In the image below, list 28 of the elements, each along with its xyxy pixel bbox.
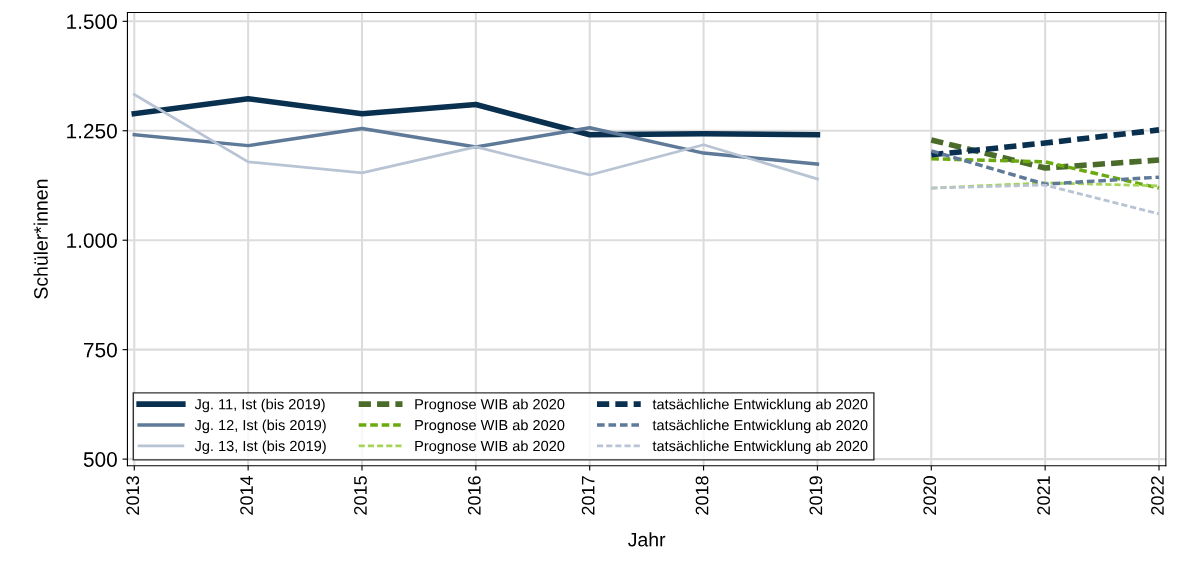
y-tick-label: 750 [84, 342, 117, 358]
legend-label: tatsächliche Entwicklung ab 2020 [652, 398, 868, 413]
legend-label: Jg. 12, Ist (bis 2019) [194, 419, 326, 434]
legend-label: Prognose WIB ab 2020 [415, 398, 565, 413]
x-tick-label: 2022 [1151, 476, 1164, 515]
legend-label: Prognose WIB ab 2020 [415, 440, 565, 455]
y-tick-label: 1.250 [67, 123, 117, 139]
x-tick-label: 2013 [126, 476, 140, 515]
x-tick-label: 2015 [354, 476, 367, 515]
legend-label: Jg. 11, Ist (bis 2019) [194, 398, 325, 413]
legend-label: tatsächliche Entwicklung ab 2020 [652, 440, 868, 455]
x-axis-title: Jahr [628, 532, 666, 547]
x-tick-label: 2014 [240, 475, 253, 515]
y-tick-label: 500 [83, 452, 117, 467]
legend-label: Prognose WIB ab 2020 [415, 419, 565, 434]
x-tick-label: 2020 [923, 476, 937, 515]
y-axis-title: Schüler*innen [33, 179, 48, 299]
line-series [132, 125, 820, 166]
x-tick-label: 2016 [467, 476, 481, 515]
x-tick-label: 2018 [695, 476, 709, 515]
line-series [132, 93, 819, 181]
y-tick-label: 1.000 [67, 233, 117, 248]
x-tick-label: 2021 [1037, 476, 1050, 515]
y-tick-label: 1.500 [67, 14, 117, 30]
legend-label: Jg. 13, Ist (bis 2019) [194, 440, 326, 455]
legend-label: tatsächliche Entwicklung ab 2020 [652, 419, 868, 434]
x-tick-label: 2019 [809, 476, 823, 515]
x-tick-label: 2017 [581, 476, 595, 515]
